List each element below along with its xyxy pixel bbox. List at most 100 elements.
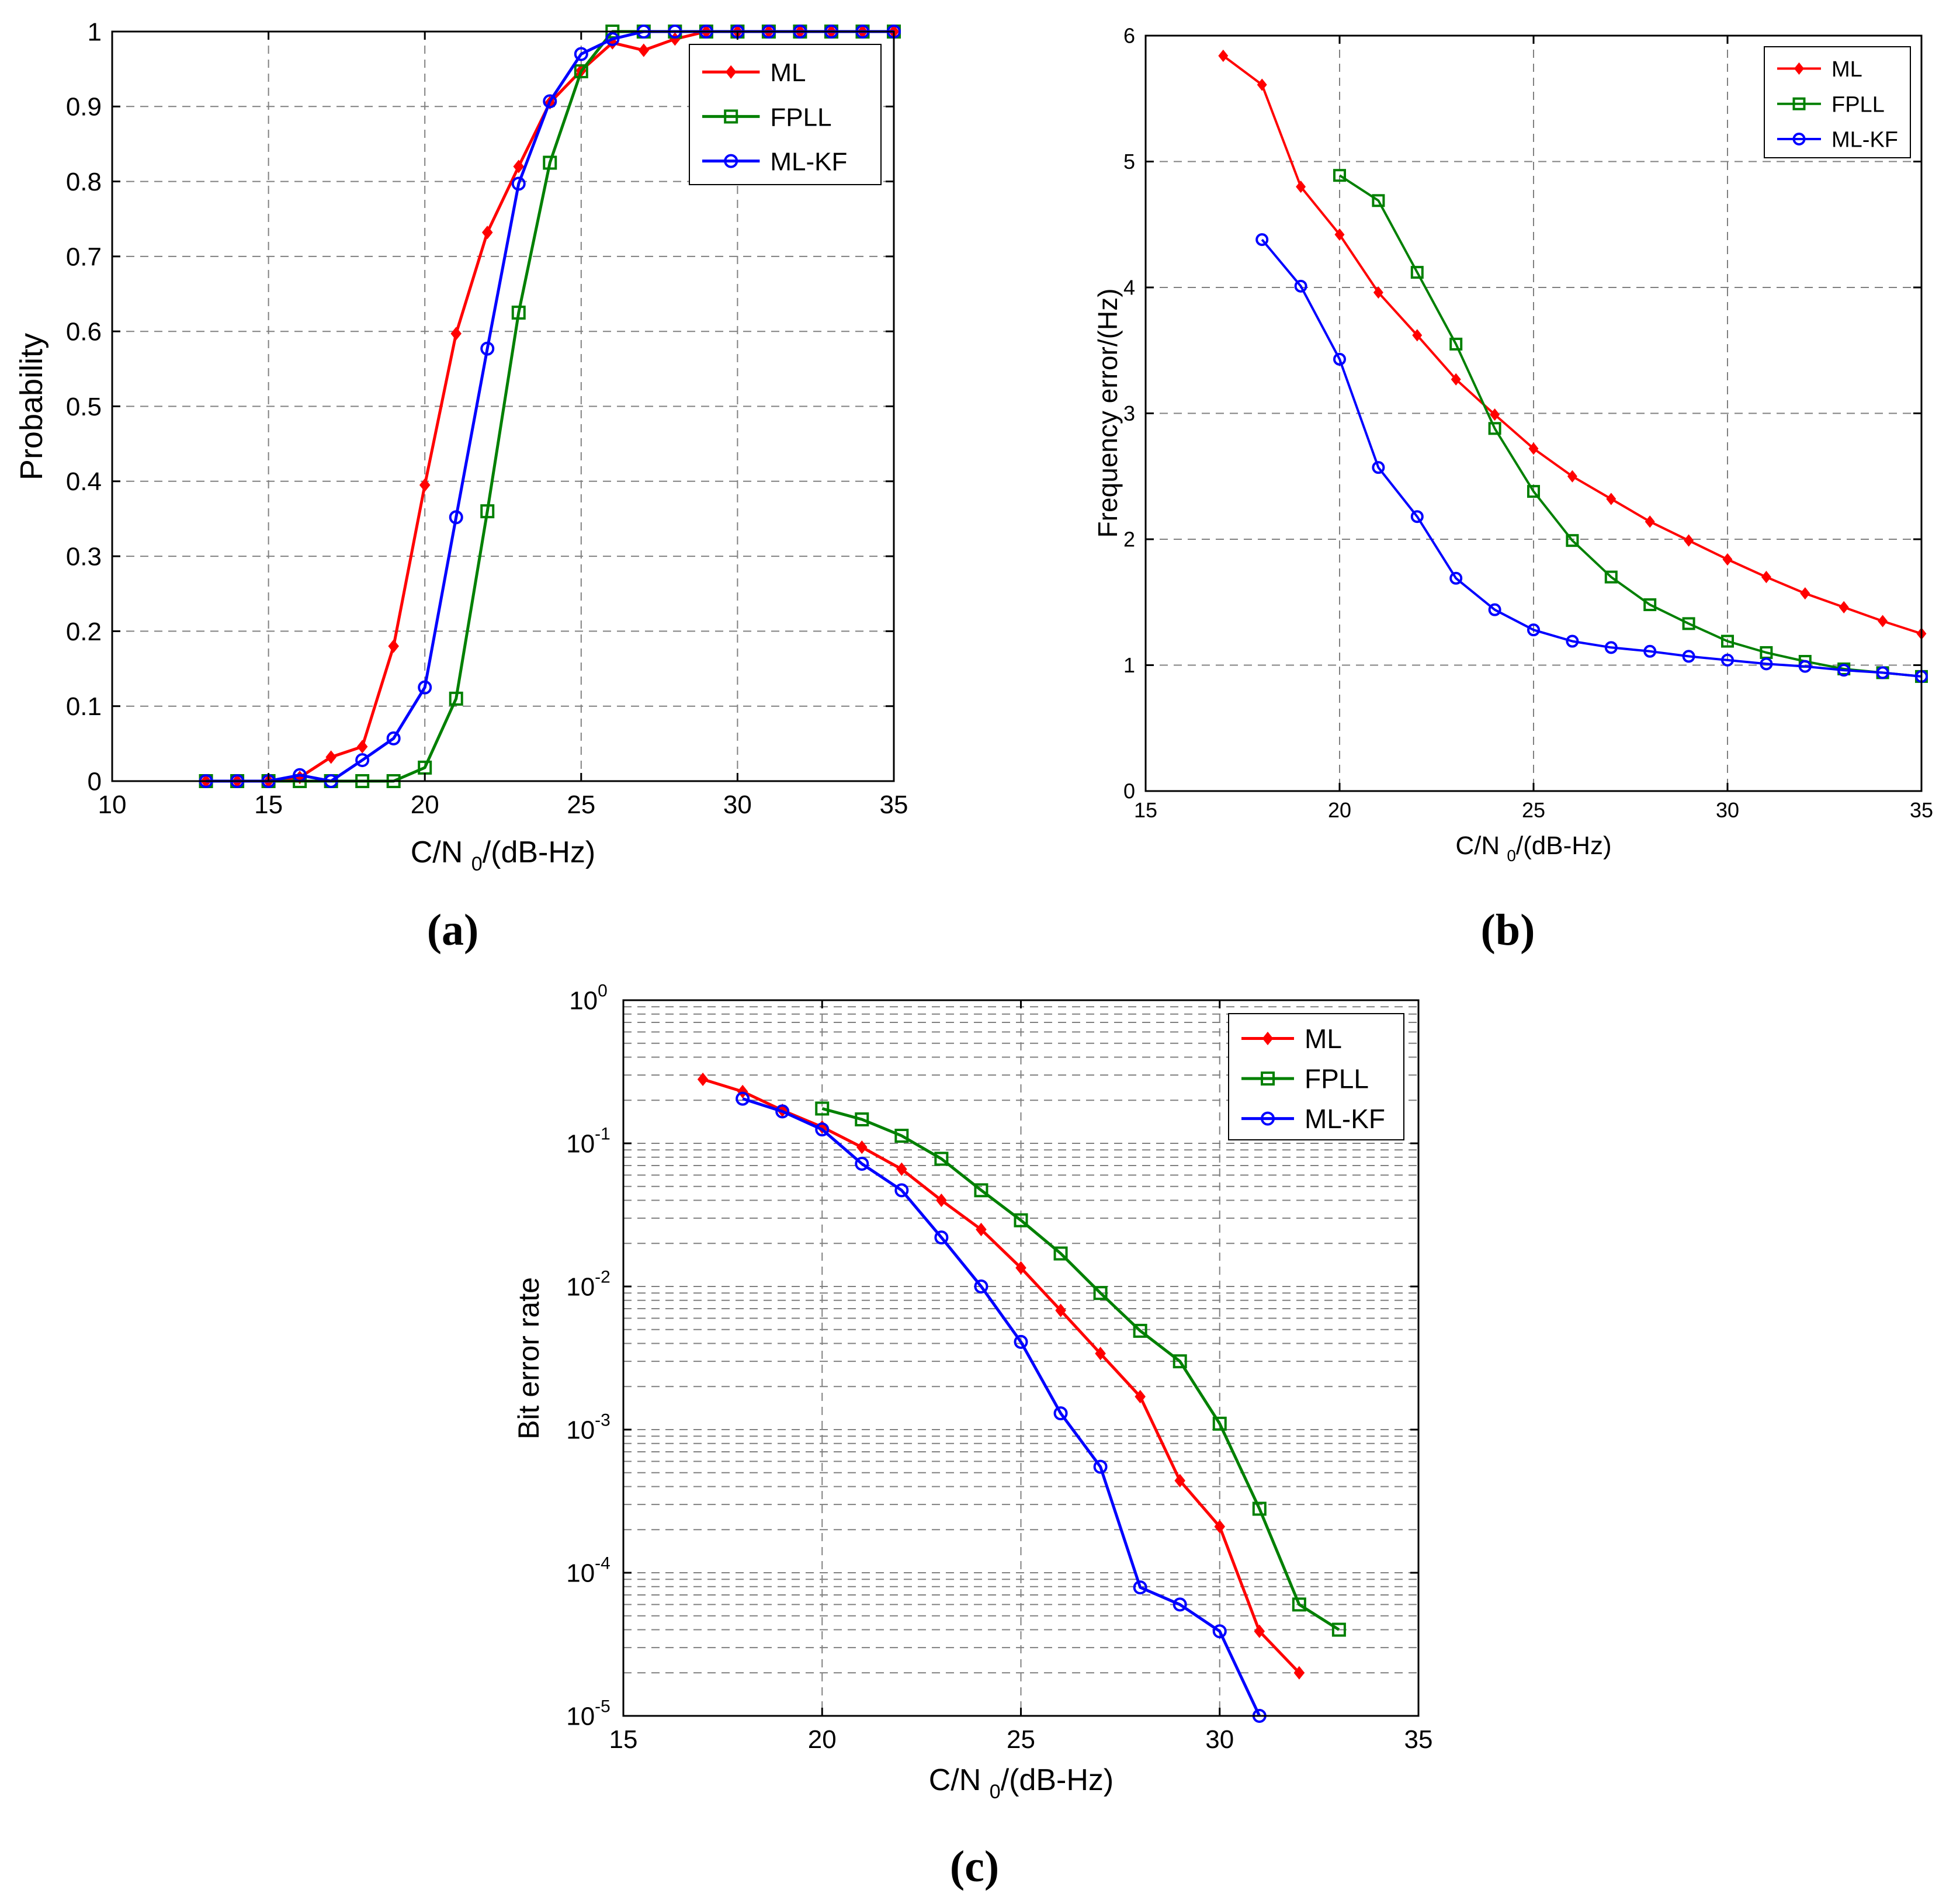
series-ml-point — [896, 1162, 907, 1176]
y-tick-label-exponent: -5 — [595, 1697, 610, 1716]
y-tick-label: 10-2 — [566, 1267, 610, 1301]
y-tick-label: 2 — [1123, 528, 1135, 552]
legend-ml-kf-label: ML-KF — [1831, 128, 1898, 152]
series-ml-point — [1257, 78, 1267, 91]
series-fpll-point — [1410, 266, 1424, 279]
legend-ml-kf-marker — [1261, 1111, 1275, 1126]
series-ml-point — [1412, 329, 1423, 342]
series-ml-kf-point — [1294, 279, 1307, 293]
series-ml-point — [1606, 493, 1617, 505]
chart-c-legend: ML FPLL ML-KF — [1228, 1013, 1404, 1140]
series-ml-kf-point — [418, 680, 432, 695]
series-ml-point — [450, 327, 462, 341]
series-fpll-point — [815, 1101, 830, 1116]
series-fpll-point — [1449, 337, 1463, 351]
series-fpll-point — [1721, 634, 1734, 648]
chart-c-xlabel-main: C/N — [929, 1763, 981, 1797]
chart-a: 10 15 20 25 30 3500.10.20.30.40.50.60.70.80.9… — [14, 18, 908, 955]
series-ml-kf-point — [480, 341, 495, 356]
series-fpll-point — [1014, 1213, 1028, 1227]
series-ml-point — [325, 750, 337, 764]
legend-ml-marker — [1262, 1031, 1274, 1046]
series-ml-kf-point — [934, 1230, 949, 1245]
y-tick-label: 0 — [1123, 779, 1135, 803]
series-fpll-point — [480, 504, 495, 519]
series-ml-kf-point — [974, 1279, 988, 1293]
chart-a-ylabel: Probability — [14, 333, 49, 480]
chart-c-xlabel: C/N 0/(dB-Hz) — [929, 1763, 1114, 1803]
series-ml-kf-point — [736, 1091, 750, 1106]
series-ml-point — [1334, 228, 1345, 241]
x-tick-label: 15 — [609, 1725, 638, 1754]
y-tick-label-exponent: -1 — [595, 1124, 610, 1143]
x-tick-label: 15 — [254, 790, 283, 819]
chart-b-xlabel-rest: /(dB-Hz) — [1516, 831, 1612, 860]
series-ml-point — [1015, 1261, 1026, 1275]
x-tick-label: 30 — [1205, 1725, 1234, 1754]
series-fpll-line — [1338, 174, 1922, 678]
chart-b-series — [1218, 49, 1928, 683]
series-ml-point — [1722, 553, 1733, 566]
series-ml-kf-point — [1410, 510, 1424, 523]
legend-ml-label: ML — [770, 58, 806, 87]
y-tick-label: 10-4 — [566, 1553, 610, 1587]
series-ml-point — [1567, 470, 1577, 483]
y-tick-label-exponent: 0 — [598, 981, 608, 1000]
x-tick-label: 25 — [567, 790, 595, 819]
series-fpll-point — [934, 1152, 949, 1166]
series-ml-point — [1174, 1473, 1185, 1487]
series-ml-kf-point — [386, 731, 401, 745]
series-ml-point — [1800, 587, 1810, 600]
legend-ml-marker — [725, 65, 737, 79]
series-ml-point — [388, 639, 399, 653]
series-ml-kf-point — [1053, 1406, 1068, 1421]
y-tick-label-exponent: -2 — [595, 1267, 610, 1286]
series-fpll-point — [1333, 169, 1346, 182]
y-tick-label: 10-1 — [566, 1124, 610, 1158]
y-tick-label: 1 — [1123, 653, 1135, 677]
chart-a-legend: ML FPLL ML-KF — [689, 44, 882, 185]
series-ml-point — [1451, 373, 1461, 386]
series-ml-kf-line — [742, 1097, 1261, 1717]
series-ml-point — [1839, 601, 1849, 613]
y-tick-label: 10-5 — [566, 1697, 610, 1730]
series-ml-kf-point — [1014, 1334, 1028, 1349]
series-ml-kf-point — [1488, 603, 1501, 616]
legend-ml-kf-label: ML-KF — [770, 147, 847, 176]
y-tick-label-exponent: -4 — [595, 1553, 610, 1573]
y-tick-label: 0.4 — [66, 467, 102, 496]
legend-fpll-marker — [1792, 97, 1806, 110]
series-ml-point — [1055, 1303, 1066, 1317]
series-ml-kf-line — [1261, 238, 1922, 678]
series-ml-point — [1293, 1666, 1305, 1680]
series-ml-kf-point — [1133, 1580, 1147, 1595]
series-ml-line — [702, 1078, 1300, 1674]
series-fpll-point — [1292, 1597, 1306, 1612]
y-tick-label: 0.9 — [66, 93, 102, 122]
y-tick-label-base: 10 — [566, 1702, 595, 1730]
series-ml-kf-point — [543, 94, 557, 109]
series-ml-point — [697, 1072, 709, 1087]
y-tick-label-exponent: -3 — [595, 1410, 610, 1430]
x-tick-label: 20 — [808, 1725, 837, 1754]
x-tick-label: 35 — [880, 790, 908, 819]
series-fpll-point — [1527, 485, 1540, 498]
series-ml-kf-point — [574, 47, 588, 61]
series-ml-kf-point — [1527, 623, 1540, 637]
series-ml-point — [1254, 1624, 1265, 1638]
series-ml-kf-point — [894, 1183, 909, 1198]
legend-ml-label: ML — [1305, 1024, 1342, 1054]
x-tick-label: 20 — [1328, 798, 1351, 822]
legend-ml-kf-label: ML-KF — [1305, 1104, 1385, 1134]
legend-fpll-label: FPLL — [1305, 1064, 1369, 1094]
series-fpll-point — [543, 155, 557, 170]
x-tick-label: 15 — [1134, 798, 1157, 822]
chart-a-xlabel-rest: /(dB-Hz) — [483, 835, 596, 869]
series-ml-kf-point — [1837, 664, 1851, 677]
chart-c-grid — [623, 1000, 1418, 1716]
y-tick-label: 0.5 — [66, 393, 102, 421]
chart-a-caption: (a) — [427, 906, 479, 955]
